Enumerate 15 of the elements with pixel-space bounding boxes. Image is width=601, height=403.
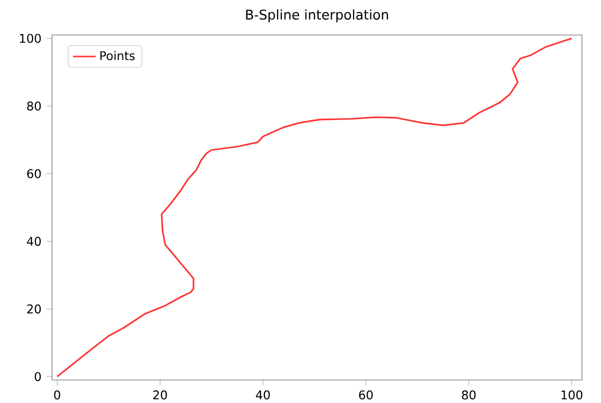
x-tick-label: 20 bbox=[153, 390, 167, 400]
y-tick-label: 80 bbox=[27, 101, 41, 111]
y-tick-label: 100 bbox=[20, 34, 41, 43]
y-tick-label: 40 bbox=[26, 236, 41, 246]
x-tick-label: 0 bbox=[54, 390, 60, 400]
x-tick-label: 100 bbox=[562, 390, 582, 400]
chart-title: B-Spline interpolation bbox=[246, 9, 388, 22]
x-tick-label: 60 bbox=[359, 390, 373, 400]
x-tick-label: 40 bbox=[256, 390, 270, 400]
y-tick-label: 0 bbox=[34, 372, 41, 382]
line-series bbox=[56, 38, 572, 378]
y-tick-label: 20 bbox=[27, 304, 41, 314]
y-tick-label: 60 bbox=[27, 169, 41, 178]
x-tick-label: 80 bbox=[462, 390, 476, 400]
legend-label: Points bbox=[100, 50, 135, 60]
